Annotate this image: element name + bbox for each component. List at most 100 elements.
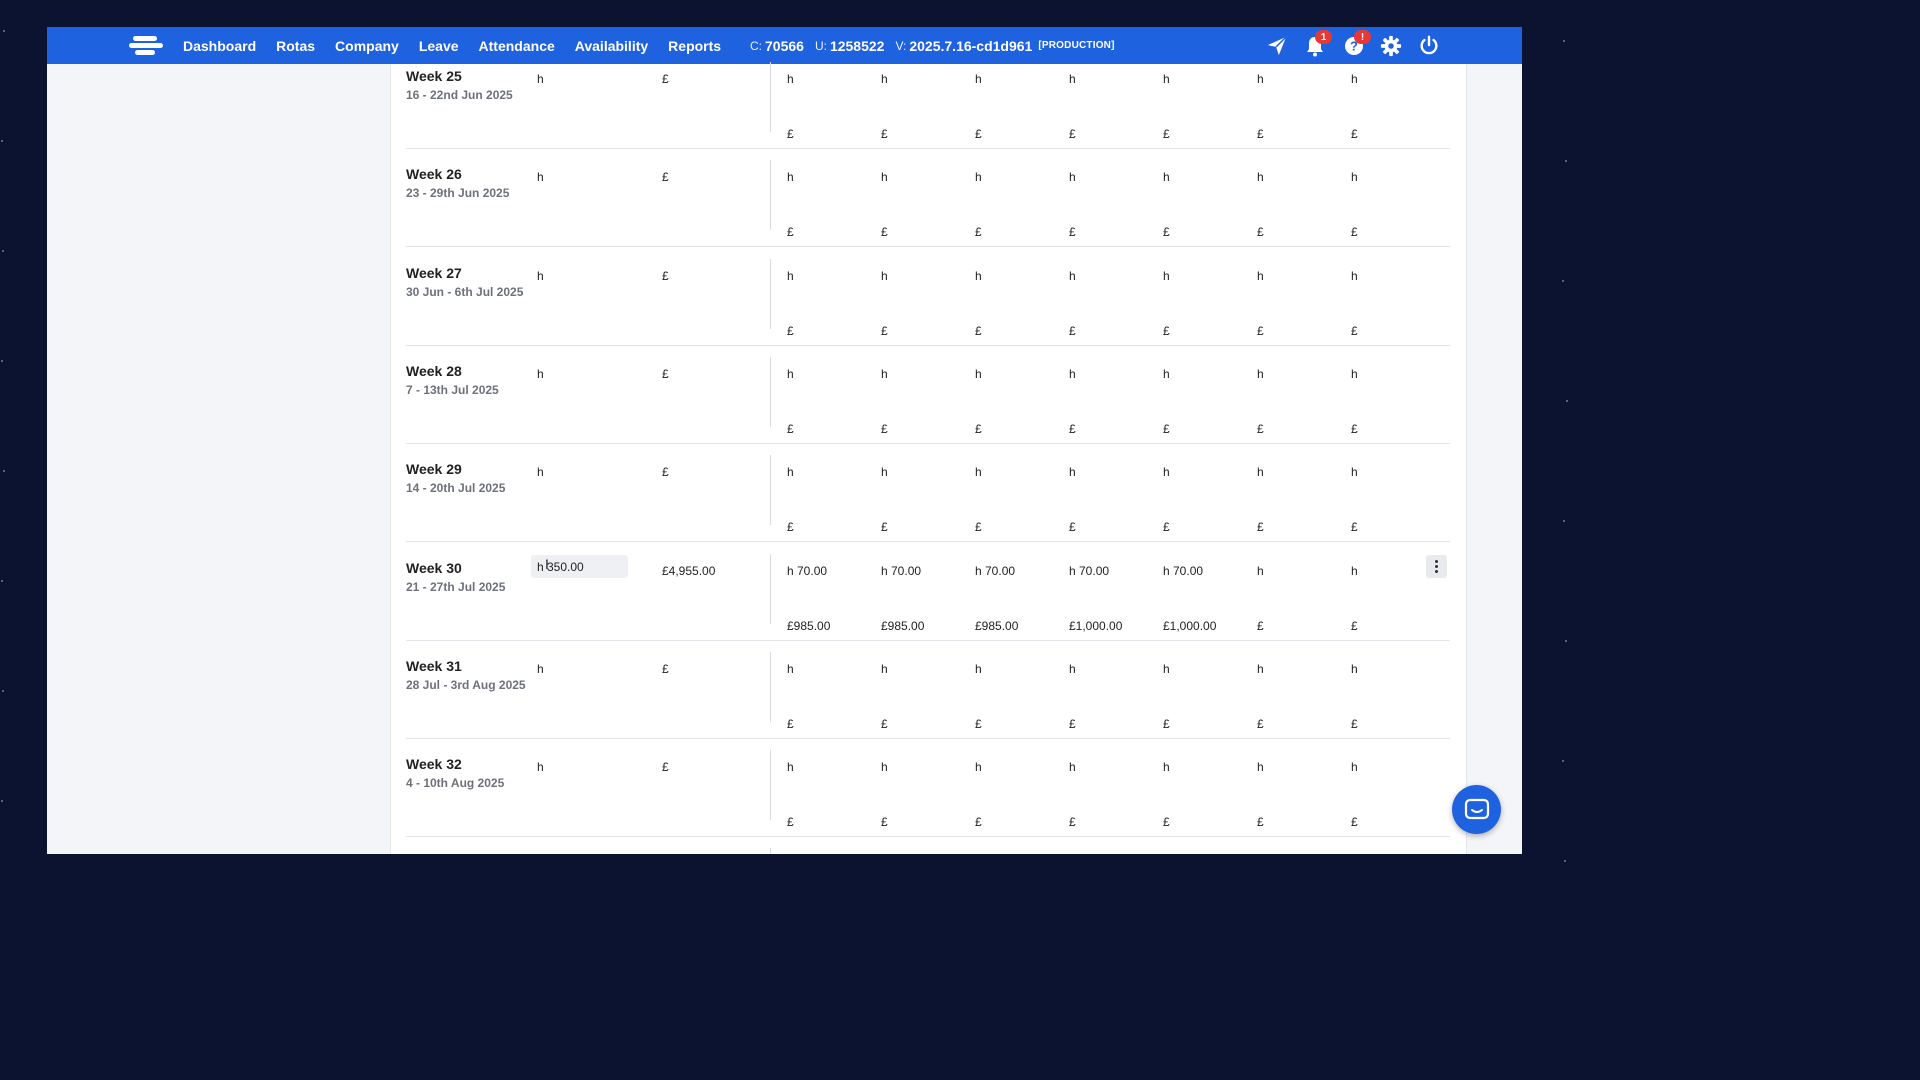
day-pay-field[interactable]: £ — [787, 421, 794, 436]
day-pay-field[interactable]: £1,000.00 — [1069, 618, 1123, 633]
day-hours-field[interactable]: h — [1351, 72, 1358, 86]
day-hours-field[interactable]: h — [787, 465, 794, 480]
day-pay-field[interactable]: £985.00 — [881, 618, 925, 633]
day-pay-field[interactable]: £ — [1257, 127, 1264, 141]
day-pay-field[interactable]: £ — [1163, 716, 1170, 731]
day-hours-field[interactable]: h 70.00 — [1069, 563, 1110, 578]
day-hours-field[interactable]: h — [1069, 760, 1076, 775]
weekly-pay-field[interactable]: £ — [662, 268, 669, 283]
day-pay-field[interactable]: £ — [1257, 716, 1264, 731]
day-hours-field[interactable]: h — [975, 72, 982, 86]
day-pay-field[interactable]: £ — [787, 716, 794, 731]
day-hours-field[interactable]: h — [1257, 72, 1264, 86]
app-logo[interactable] — [129, 35, 163, 57]
day-pay-field[interactable]: £ — [1163, 127, 1170, 141]
day-pay-field[interactable]: £ — [1069, 225, 1076, 240]
day-hours-field[interactable]: h — [975, 661, 982, 676]
day-pay-field[interactable]: £ — [787, 323, 794, 338]
day-hours-field[interactable]: h — [881, 72, 888, 86]
day-pay-field[interactable]: £ — [1351, 225, 1358, 240]
day-pay-field[interactable]: £ — [787, 127, 794, 141]
row-actions-menu-button[interactable] — [1426, 554, 1447, 578]
day-pay-field[interactable]: £ — [1351, 815, 1358, 830]
day-pay-field[interactable]: £ — [1351, 520, 1358, 535]
day-hours-field[interactable]: h — [1163, 366, 1170, 381]
day-hours-field[interactable]: h — [1069, 465, 1076, 480]
weekly-pay-field[interactable]: £ — [662, 72, 669, 86]
day-pay-field[interactable]: £ — [1163, 323, 1170, 338]
weekly-pay-field[interactable]: £ — [662, 170, 669, 185]
day-hours-field[interactable]: h — [787, 170, 794, 185]
day-hours-field[interactable]: h — [1257, 465, 1264, 480]
day-pay-field[interactable]: £ — [1351, 323, 1358, 338]
day-pay-field[interactable]: £ — [1351, 421, 1358, 436]
day-pay-field[interactable]: £ — [1069, 815, 1076, 830]
nav-dashboard[interactable]: Dashboard — [183, 37, 257, 54]
day-pay-field[interactable]: £ — [1257, 323, 1264, 338]
day-hours-field[interactable]: h — [1163, 268, 1170, 283]
day-hours-field[interactable]: h — [1351, 563, 1358, 578]
day-hours-field[interactable]: h — [975, 366, 982, 381]
day-pay-field[interactable]: £ — [1069, 520, 1076, 535]
day-pay-field[interactable]: £ — [881, 815, 888, 830]
day-hours-field[interactable]: h — [1257, 366, 1264, 381]
day-pay-field[interactable]: £ — [1069, 716, 1076, 731]
day-hours-field[interactable]: h — [1163, 661, 1170, 676]
day-hours-field[interactable]: h — [1069, 366, 1076, 381]
day-hours-field[interactable]: h — [975, 170, 982, 185]
day-pay-field[interactable]: £ — [881, 520, 888, 535]
day-hours-field[interactable]: h — [787, 661, 794, 676]
weekly-hours-field[interactable]: h — [537, 465, 544, 480]
gear-icon[interactable] — [1378, 33, 1404, 59]
day-pay-field[interactable]: £ — [1257, 815, 1264, 830]
nav-reports[interactable]: Reports — [668, 37, 722, 54]
day-pay-field[interactable]: £ — [975, 520, 982, 535]
day-pay-field[interactable]: £ — [1257, 618, 1264, 633]
weekly-pay-field[interactable]: £4,955.00 — [662, 563, 716, 578]
day-pay-field[interactable]: £ — [975, 127, 982, 141]
day-pay-field[interactable]: £ — [1163, 520, 1170, 535]
day-hours-field[interactable]: h — [1351, 661, 1358, 676]
day-pay-field[interactable]: £ — [1257, 520, 1264, 535]
day-pay-field[interactable]: £ — [787, 225, 794, 240]
bell-icon[interactable]: 1 — [1302, 30, 1332, 59]
day-hours-field[interactable]: h — [881, 268, 888, 283]
day-pay-field[interactable]: £ — [787, 815, 794, 830]
help-icon[interactable]: ? ! — [1341, 30, 1371, 59]
weekly-hours-field[interactable]: h — [537, 72, 544, 86]
day-hours-field[interactable]: h — [1163, 465, 1170, 480]
day-pay-field[interactable]: £ — [975, 225, 982, 240]
chat-launcher-button[interactable] — [1452, 785, 1501, 834]
weekly-hours-field[interactable]: h — [537, 268, 544, 283]
day-pay-field[interactable]: £ — [1163, 225, 1170, 240]
day-pay-field[interactable]: £ — [1069, 421, 1076, 436]
day-hours-field[interactable]: h — [1163, 72, 1170, 86]
day-pay-field[interactable]: £ — [881, 323, 888, 338]
weekly-hours-field[interactable]: h — [537, 366, 544, 381]
day-pay-field[interactable]: £ — [881, 716, 888, 731]
day-pay-field[interactable]: £ — [1163, 815, 1170, 830]
weekly-pay-field[interactable]: £ — [662, 465, 669, 480]
day-hours-field[interactable]: h — [1351, 465, 1358, 480]
day-hours-field[interactable]: h — [881, 170, 888, 185]
day-hours-field[interactable]: h — [1163, 760, 1170, 775]
day-hours-field[interactable]: h — [1257, 268, 1264, 283]
nav-leave[interactable]: Leave — [418, 37, 459, 54]
weekly-hours-field[interactable]: h — [537, 661, 544, 676]
day-pay-field[interactable]: £ — [881, 127, 888, 141]
day-hours-field[interactable]: h — [1351, 170, 1358, 185]
day-hours-field[interactable]: h — [1257, 170, 1264, 185]
day-hours-field[interactable]: h — [975, 268, 982, 283]
day-pay-field[interactable]: £ — [1257, 225, 1264, 240]
nav-attendance[interactable]: Attendance — [478, 37, 555, 54]
day-hours-field[interactable]: h — [881, 661, 888, 676]
day-hours-field[interactable]: h — [1069, 170, 1076, 185]
weekly-pay-field[interactable]: £ — [662, 661, 669, 676]
nav-rotas[interactable]: Rotas — [276, 37, 316, 54]
day-hours-field[interactable]: h — [787, 366, 794, 381]
day-hours-field[interactable]: h 70.00 — [1163, 563, 1204, 578]
day-hours-field[interactable]: h — [1351, 268, 1358, 283]
day-pay-field[interactable]: £985.00 — [975, 618, 1019, 633]
weekly-pay-field[interactable]: £ — [662, 760, 669, 775]
day-pay-field[interactable]: £ — [975, 716, 982, 731]
